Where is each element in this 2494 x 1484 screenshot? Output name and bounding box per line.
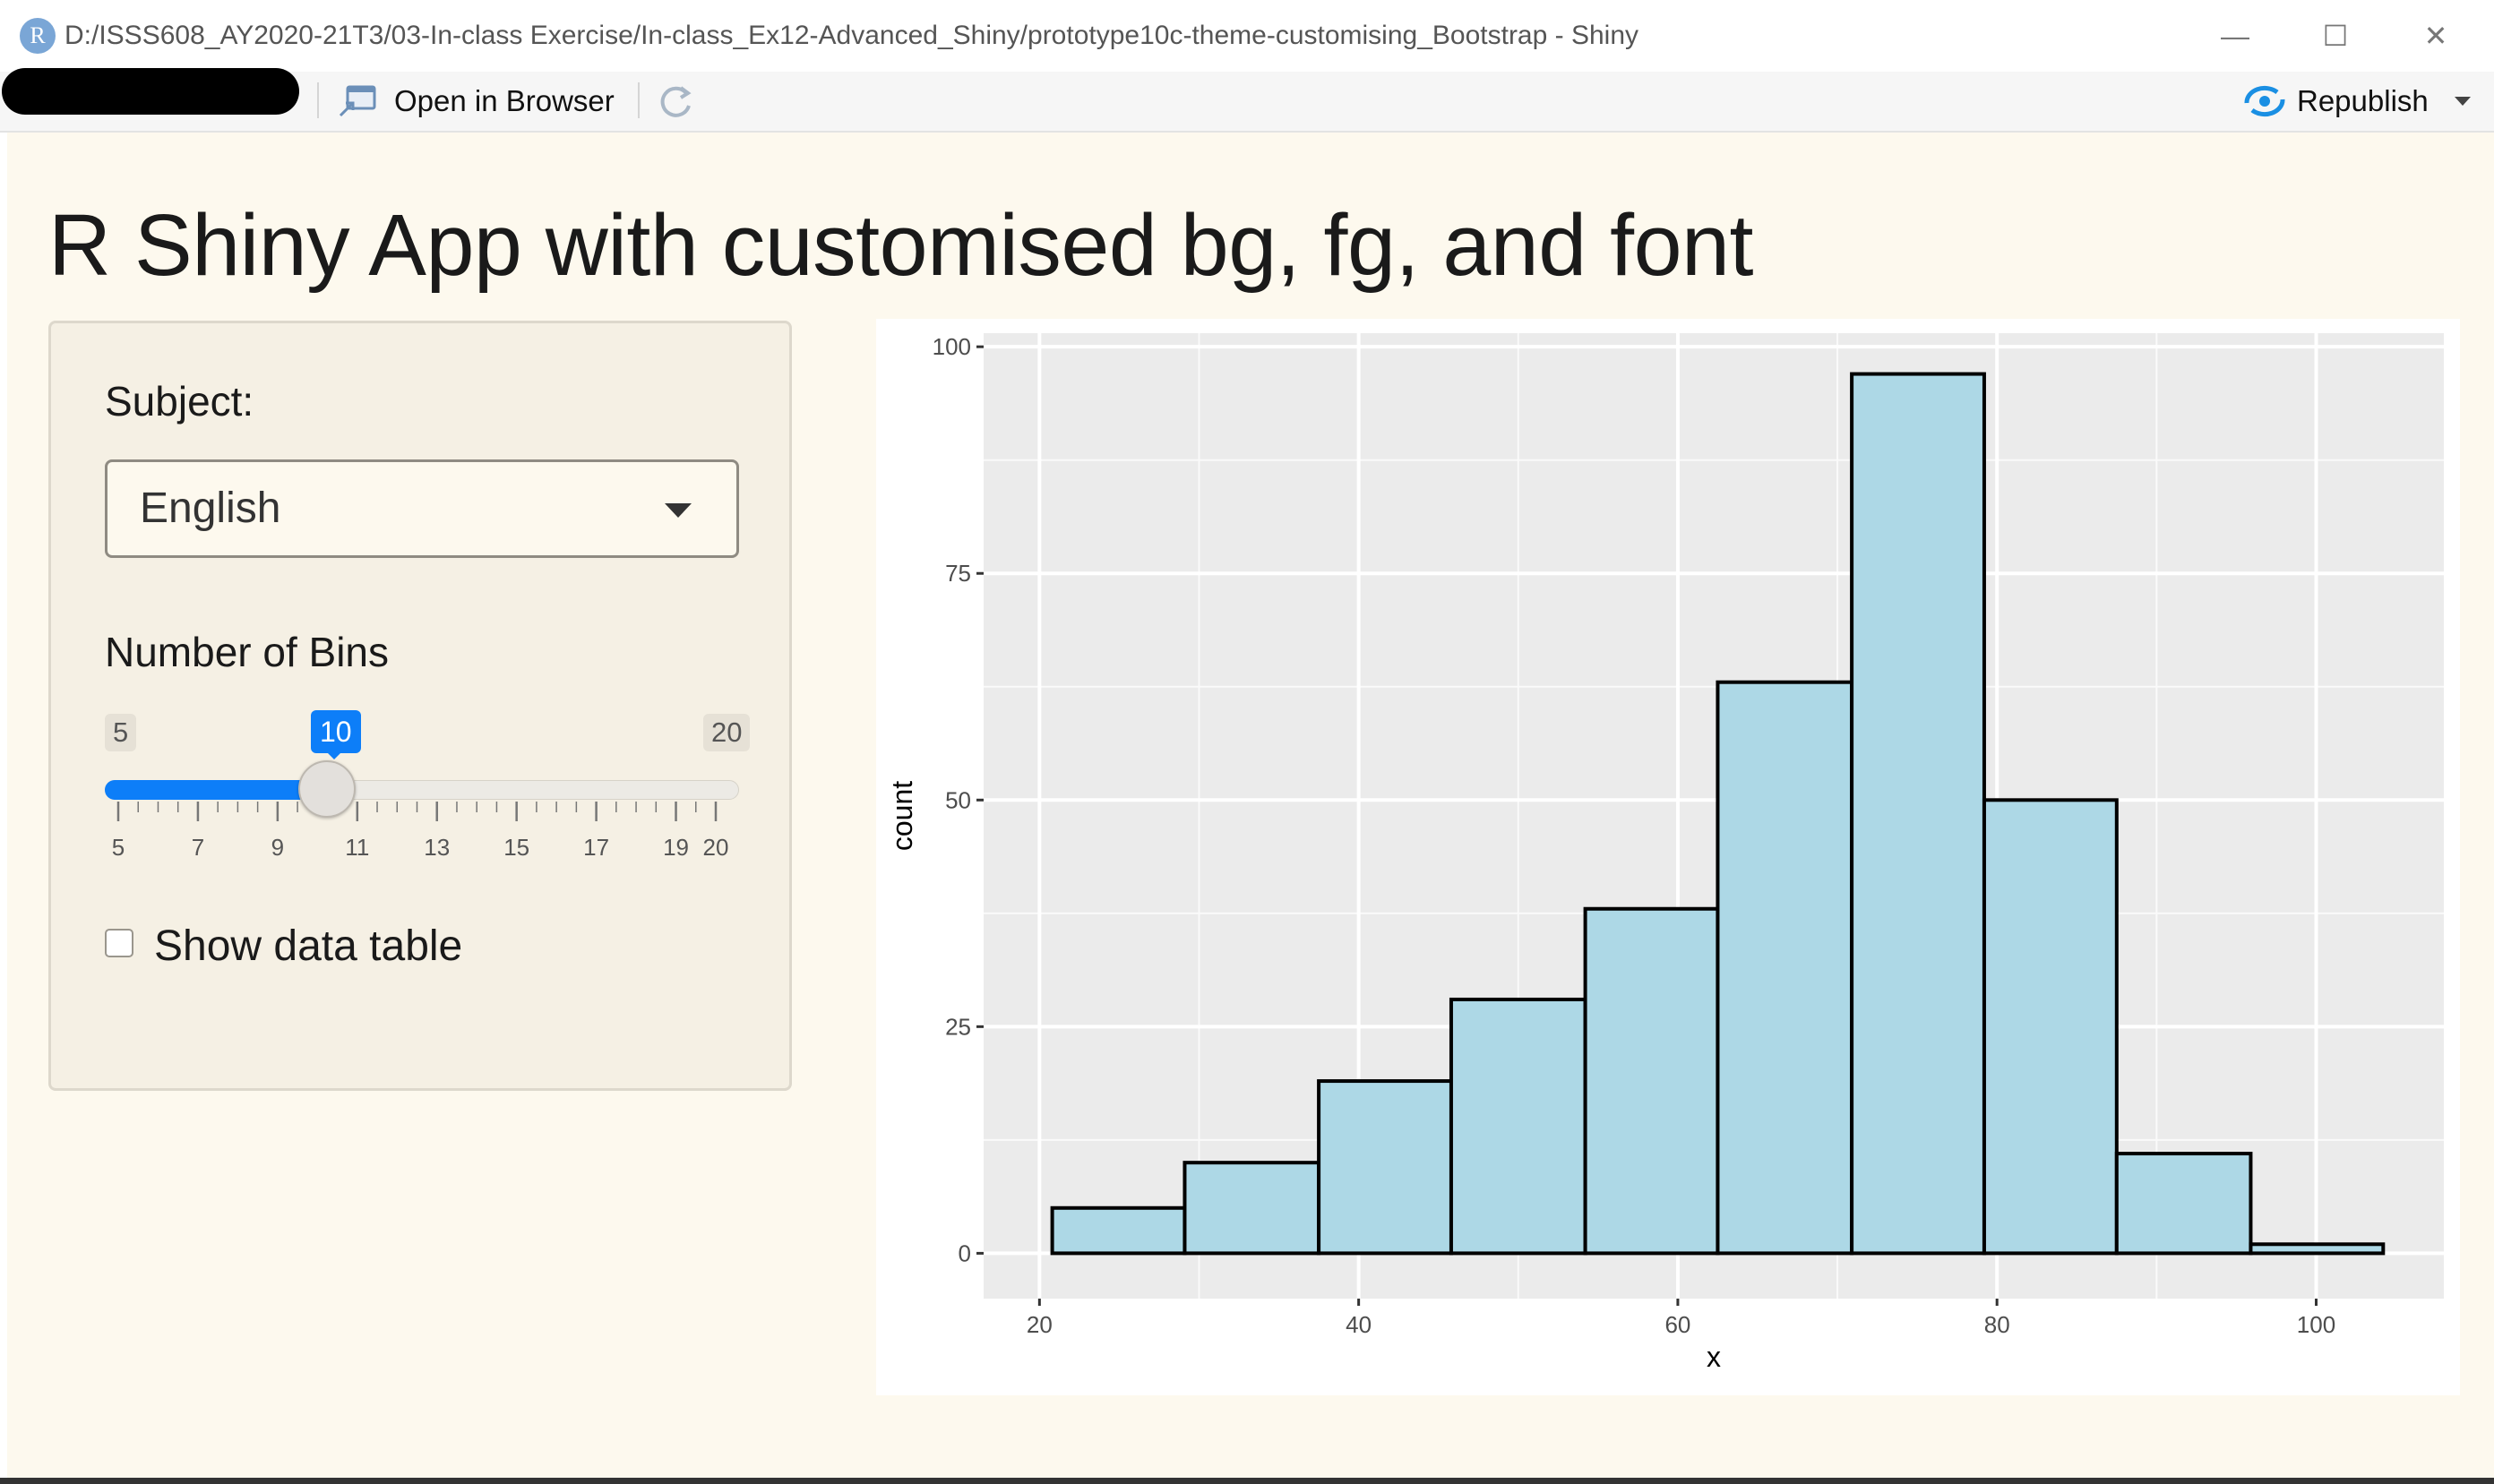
slider-tick-label: 19 bbox=[663, 834, 689, 861]
histogram-plot: 0 25 50 75 100 20 40 60 80 100 x count bbox=[876, 319, 2460, 1395]
close-button[interactable]: ✕ bbox=[2423, 20, 2448, 52]
slider-tick-label: 7 bbox=[192, 834, 204, 861]
open-in-browser-button[interactable]: Open in Browser bbox=[337, 72, 615, 131]
slider-tick-label: 20 bbox=[703, 834, 729, 861]
bins-slider-handle[interactable] bbox=[298, 760, 356, 818]
slider-tick-label: 17 bbox=[583, 834, 609, 861]
republish-dropdown-caret-icon[interactable] bbox=[2455, 97, 2471, 106]
x-tick-label: 60 bbox=[1664, 1311, 1690, 1338]
y-tick-label: 75 bbox=[945, 560, 971, 587]
slider-tick-label: 15 bbox=[503, 834, 529, 861]
window-title: D:/ISSS608_AY2020-21T3/03-In-class Exerc… bbox=[64, 21, 1639, 50]
slider-tick-label: 9 bbox=[271, 834, 284, 861]
window-bottom-edge bbox=[0, 1478, 2494, 1484]
show-data-table-checkbox[interactable] bbox=[105, 929, 133, 957]
y-axis-label: count bbox=[886, 781, 918, 851]
refresh-icon[interactable] bbox=[656, 82, 695, 122]
republish-label: Republish bbox=[2297, 84, 2429, 117]
republish-icon bbox=[2244, 85, 2285, 117]
maximize-button[interactable]: ☐ bbox=[2322, 20, 2349, 52]
histogram-bar bbox=[1317, 1079, 1453, 1256]
viewer-toolbar bbox=[0, 72, 2494, 133]
minimize-button[interactable]: — bbox=[2221, 20, 2249, 52]
rstudio-app-icon: R bbox=[20, 18, 56, 54]
slider-min-label: 5 bbox=[105, 714, 137, 751]
shiny-page: R Shiny App with customised bg, fg, and … bbox=[7, 133, 2494, 1484]
histogram-bar bbox=[1182, 1161, 1321, 1256]
chevron-down-icon bbox=[665, 503, 692, 518]
histogram-bar bbox=[2249, 1242, 2386, 1256]
window-titlebar: R D:/ISSS608_AY2020-21T3/03-In-class Exe… bbox=[0, 0, 2494, 73]
y-tick-label: 100 bbox=[933, 333, 971, 360]
y-tick-label: 0 bbox=[959, 1240, 971, 1266]
x-tick-label: 40 bbox=[1346, 1311, 1372, 1338]
x-axis-label: x bbox=[1707, 1341, 1721, 1373]
y-tick-label: 50 bbox=[945, 786, 971, 813]
subject-selected-value: English bbox=[140, 485, 281, 532]
sidebar-panel: Subject: English Number of Bins 5 20 10 … bbox=[48, 321, 792, 1091]
histogram-bar bbox=[1716, 680, 1854, 1256]
x-tick-label: 20 bbox=[1027, 1311, 1053, 1338]
toolbar-separator bbox=[638, 82, 640, 118]
bins-slider-fill bbox=[105, 780, 329, 800]
x-tick-label: 100 bbox=[2297, 1311, 2335, 1338]
histogram-bar bbox=[1449, 997, 1587, 1256]
slider-tick-label: 5 bbox=[112, 834, 125, 861]
open-in-browser-label: Open in Browser bbox=[394, 84, 615, 117]
slider-tick-label: 11 bbox=[345, 834, 369, 861]
histogram-bar bbox=[2114, 1152, 2253, 1256]
slider-tick-label: 13 bbox=[424, 834, 450, 861]
redacted-region bbox=[2, 68, 299, 115]
slider-max-label: 20 bbox=[703, 714, 751, 751]
subject-select[interactable]: English bbox=[105, 459, 739, 558]
toolbar-separator bbox=[317, 82, 319, 118]
slider-value-pointer bbox=[327, 752, 341, 759]
histogram-bar bbox=[1583, 906, 1720, 1256]
y-tick-label: 25 bbox=[945, 1013, 971, 1040]
histogram-bar bbox=[1982, 798, 2119, 1256]
histogram-bar bbox=[1050, 1205, 1187, 1256]
show-data-table-label[interactable]: Show data table bbox=[154, 922, 463, 970]
republish-button[interactable]: Republish bbox=[2241, 72, 2429, 131]
x-tick-label: 80 bbox=[1984, 1311, 2010, 1338]
slider-ticks: 5 7 9 11 13 15 17 19 20 bbox=[112, 802, 729, 861]
histogram-bar bbox=[1850, 372, 1986, 1256]
subject-label: Subject: bbox=[105, 378, 254, 425]
slider-value-label: 10 bbox=[311, 710, 361, 753]
open-browser-icon bbox=[339, 85, 376, 117]
page-title: R Shiny App with customised bg, fg, and … bbox=[48, 196, 1753, 294]
histogram-chart: 0 25 50 75 100 20 40 60 80 100 x count bbox=[886, 333, 2444, 1373]
bins-label: Number of Bins bbox=[105, 629, 390, 675]
